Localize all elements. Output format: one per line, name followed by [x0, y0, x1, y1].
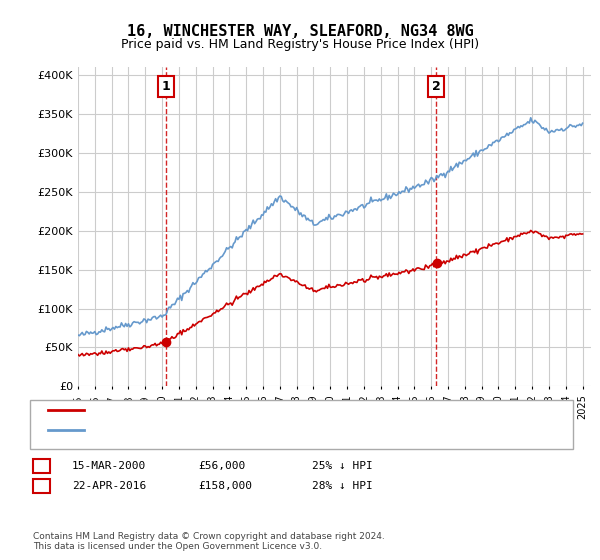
Text: 16, WINCHESTER WAY, SLEAFORD, NG34 8WG (detached house): 16, WINCHESTER WAY, SLEAFORD, NG34 8WG (…	[93, 405, 437, 415]
Text: 22-APR-2016: 22-APR-2016	[72, 481, 146, 491]
Text: 25% ↓ HPI: 25% ↓ HPI	[312, 461, 373, 471]
Text: £158,000: £158,000	[198, 481, 252, 491]
Text: Contains HM Land Registry data © Crown copyright and database right 2024.
This d: Contains HM Land Registry data © Crown c…	[33, 532, 385, 552]
Text: 2: 2	[38, 481, 45, 491]
Text: 1: 1	[38, 461, 45, 471]
Text: £56,000: £56,000	[198, 461, 245, 471]
Text: 16, WINCHESTER WAY, SLEAFORD, NG34 8WG: 16, WINCHESTER WAY, SLEAFORD, NG34 8WG	[127, 24, 473, 39]
Text: 1: 1	[161, 80, 170, 93]
Text: 15-MAR-2000: 15-MAR-2000	[72, 461, 146, 471]
Text: HPI: Average price, detached house, North Kesteven: HPI: Average price, detached house, Nort…	[93, 425, 406, 435]
Text: Price paid vs. HM Land Registry's House Price Index (HPI): Price paid vs. HM Land Registry's House …	[121, 38, 479, 50]
Text: 28% ↓ HPI: 28% ↓ HPI	[312, 481, 373, 491]
Text: 2: 2	[432, 80, 440, 93]
